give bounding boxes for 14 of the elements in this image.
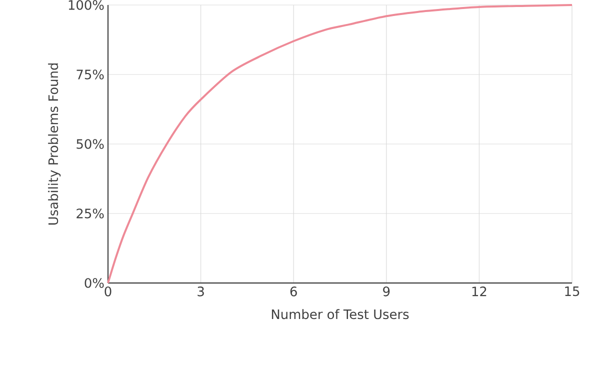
x-tick-label: 6 [290, 286, 297, 296]
x-tick-label: 9 [383, 286, 390, 296]
y-tick-label: 75% [76, 70, 104, 80]
y-tick-label: 100% [68, 0, 104, 10]
y-tick-label: 25% [76, 208, 104, 218]
y-axis-title: Usability Problems Found [48, 63, 61, 225]
y-tick-label: 0% [84, 278, 104, 288]
x-tick-label: 12 [472, 286, 486, 296]
x-axis-title: Number of Test Users [272, 309, 409, 320]
x-tick-label: 15 [565, 286, 580, 296]
x-tick-label: 0 [104, 286, 112, 296]
x-tick-label: 3 [198, 286, 204, 296]
y-tick-label: 50% [76, 139, 104, 149]
line-series [107, 4, 574, 284]
